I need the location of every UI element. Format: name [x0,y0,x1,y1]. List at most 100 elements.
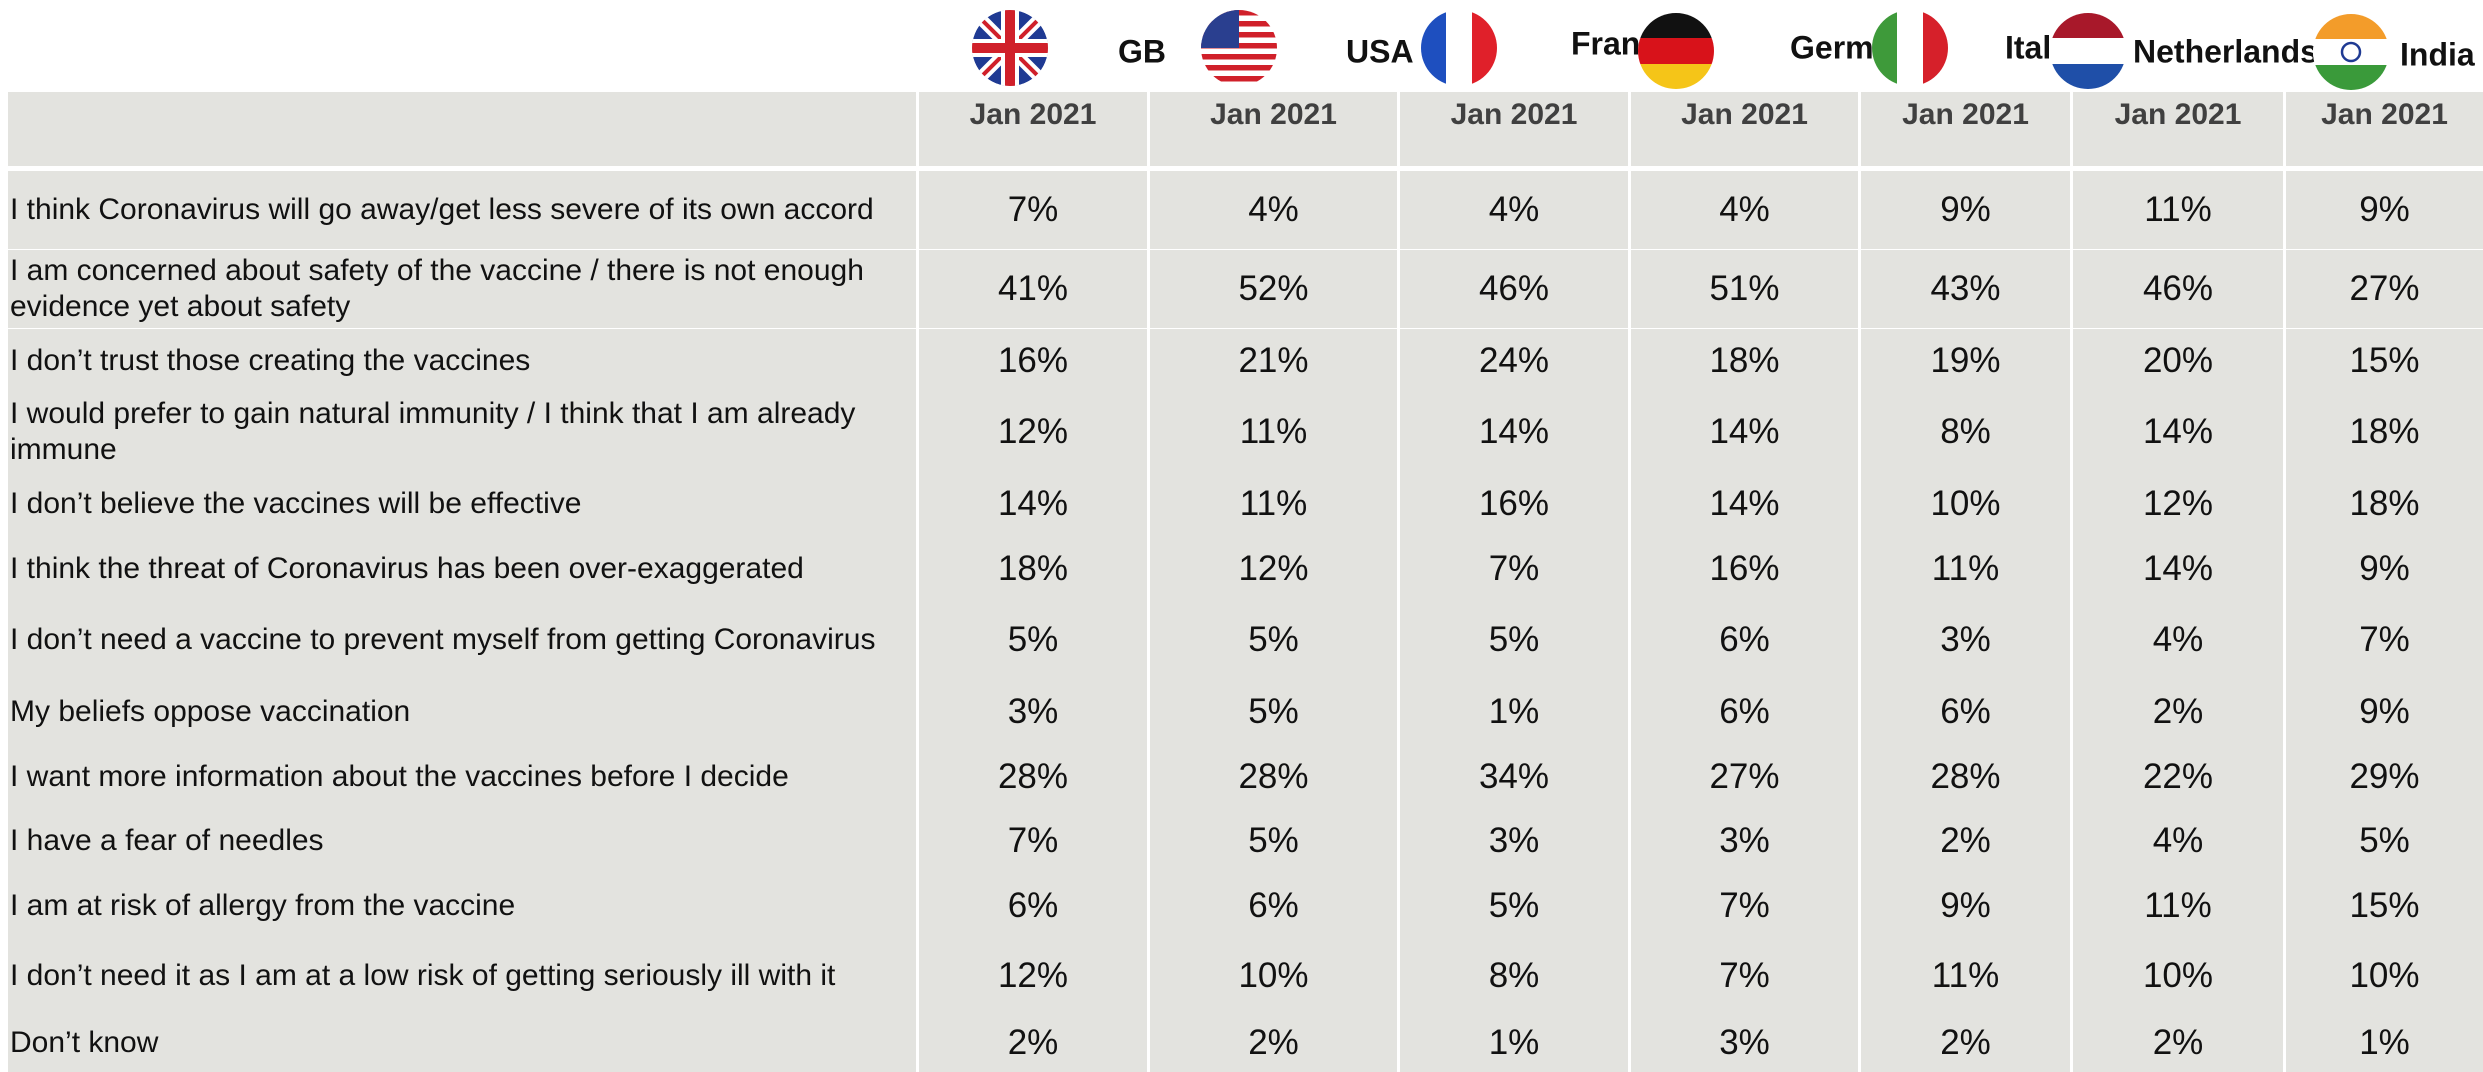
row-label: I want more information about the vaccin… [8,744,916,809]
flag-icon [1872,10,1948,86]
value-cell: 9% [2286,171,2483,249]
value-cell: 3% [1400,809,1628,873]
period-label: Jan 2021 [1150,92,1397,166]
value-cell: 4% [1631,171,1858,249]
flag-icon [972,10,1048,86]
value-cell: 18% [1631,329,1858,393]
value-cell: 9% [1861,873,2070,938]
value-cell: 4% [1400,171,1628,249]
value-cell: 10% [1150,938,1397,1014]
row-label: I think Coronavirus will go away/get les… [8,171,916,249]
row-label: I am concerned about safety of the vacci… [8,250,916,328]
period-label: Jan 2021 [2073,92,2283,166]
value-cell: 5% [1150,600,1397,680]
value-cell: 18% [2286,393,2483,470]
value-cell: 4% [2073,600,2283,680]
value-cell: 9% [2286,680,2483,744]
period-label: Jan 2021 [919,92,1147,166]
value-cell: 27% [1631,744,1858,809]
value-cell: 5% [1150,809,1397,873]
row-label: I have a fear of needles [8,809,916,873]
value-cell: 3% [1631,1014,1858,1072]
value-cell: 11% [2073,873,2283,938]
value-cell: 10% [2073,938,2283,1014]
flag-icon [2050,13,2126,89]
value-cell: 3% [919,680,1147,744]
value-cell: 5% [1150,680,1397,744]
row-label: Don’t know [8,1014,916,1072]
row-label: My beliefs oppose vaccination [8,680,916,744]
value-cell: 6% [1631,680,1858,744]
value-cell: 15% [2286,329,2483,393]
value-cell: 24% [1400,329,1628,393]
value-cell: 22% [2073,744,2283,809]
period-label: Jan 2021 [1861,92,2070,166]
value-cell: 16% [1631,537,1858,600]
value-cell: 11% [1861,938,2070,1014]
value-cell: 5% [1400,600,1628,680]
value-cell: 12% [2073,470,2283,537]
row-label: I don’t need it as I am at a low risk of… [8,938,916,1014]
value-cell: 2% [1861,809,2070,873]
value-cell: 10% [1861,470,2070,537]
value-cell: 1% [1400,1014,1628,1072]
value-cell: 11% [2073,171,2283,249]
value-cell: 9% [1861,171,2070,249]
value-cell: 7% [1400,537,1628,600]
value-cell: 11% [1150,393,1397,470]
row-label: I don’t believe the vaccines will be eff… [8,470,916,537]
value-cell: 2% [919,1014,1147,1072]
flag-icon [1638,13,1714,89]
value-cell: 8% [1861,393,2070,470]
row-label: I don’t trust those creating the vaccine… [8,329,916,393]
value-cell: 27% [2286,250,2483,328]
value-cell: 14% [1400,393,1628,470]
value-cell: 14% [1631,393,1858,470]
value-cell: 34% [1400,744,1628,809]
value-cell: 7% [1631,873,1858,938]
period-label: Jan 2021 [2286,92,2483,166]
value-cell: 51% [1631,250,1858,328]
value-cell: 7% [1631,938,1858,1014]
row-label: I think the threat of Coronavirus has be… [8,537,916,600]
value-cell: 5% [919,600,1147,680]
value-cell: 29% [2286,744,2483,809]
value-cell: 7% [919,809,1147,873]
value-cell: 28% [1861,744,2070,809]
value-cell: 11% [1150,470,1397,537]
value-cell: 6% [1150,873,1397,938]
value-cell: 46% [1400,250,1628,328]
value-cell: 2% [1861,1014,2070,1072]
country-name: USA [1346,33,1414,70]
value-cell: 1% [2286,1014,2483,1072]
value-cell: 10% [2286,938,2483,1014]
value-cell: 3% [1861,600,2070,680]
value-cell: 43% [1861,250,2070,328]
flag-icon [1421,10,1497,86]
value-cell: 5% [2286,809,2483,873]
value-cell: 19% [1861,329,2070,393]
value-cell: 7% [2286,600,2483,680]
value-cell: 1% [1400,680,1628,744]
flag-icon [1201,10,1277,86]
value-cell: 12% [919,938,1147,1014]
value-cell: 18% [919,537,1147,600]
value-cell: 5% [1400,873,1628,938]
value-cell: 6% [919,873,1147,938]
value-cell: 28% [919,744,1147,809]
period-label: Jan 2021 [1631,92,1858,166]
country-name: Netherlands [2133,33,2318,70]
country-name: GB [1118,33,1166,70]
value-cell: 3% [1631,809,1858,873]
header-cell [8,92,916,166]
value-cell: 15% [2286,873,2483,938]
value-cell: 6% [1631,600,1858,680]
row-label: I would prefer to gain natural immunity … [8,393,916,470]
value-cell: 46% [2073,250,2283,328]
value-cell: 9% [2286,537,2483,600]
value-cell: 2% [2073,680,2283,744]
value-cell: 12% [919,393,1147,470]
value-cell: 4% [1150,171,1397,249]
value-cell: 2% [1150,1014,1397,1072]
